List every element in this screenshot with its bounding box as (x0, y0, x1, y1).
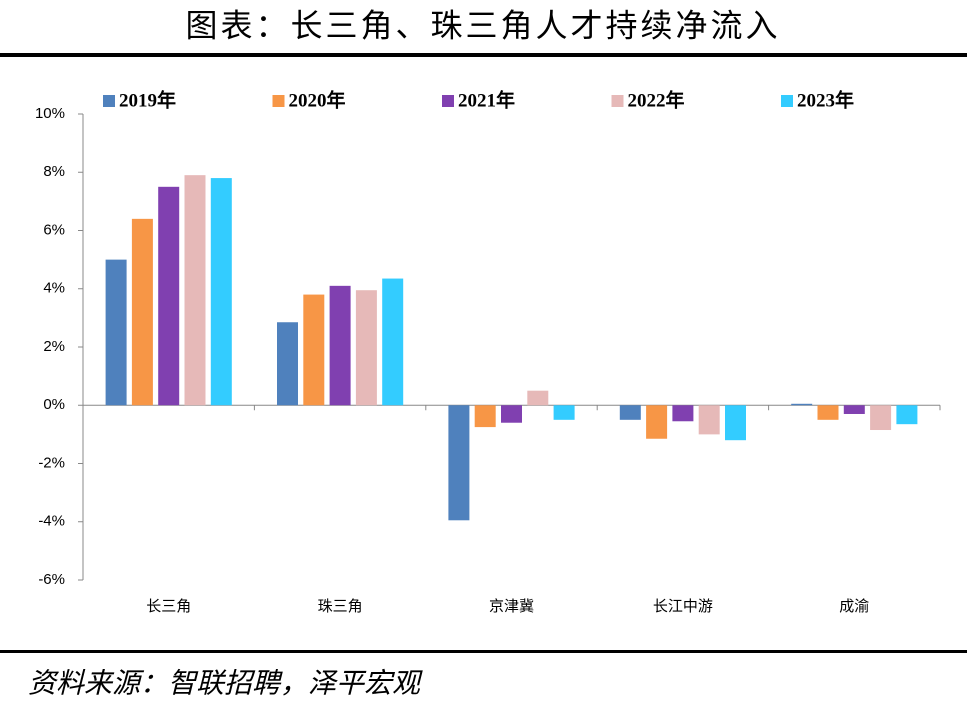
bar (131, 218, 153, 406)
y-tick-label: 2% (43, 338, 65, 355)
bar (474, 405, 496, 428)
bar (843, 405, 865, 414)
x-tick-label: 成渝 (839, 598, 869, 615)
bar (158, 186, 180, 406)
bar (355, 290, 377, 406)
bar (210, 178, 232, 406)
y-tick-label: 8% (43, 163, 65, 180)
bar (553, 405, 575, 420)
x-tick-label: 京津冀 (489, 598, 534, 615)
bar (448, 405, 470, 521)
y-tick-label: -6% (38, 571, 65, 588)
title-rule (0, 53, 967, 57)
chart-title: 图表：长三角、珠三角人才持续净流入 (185, 7, 780, 45)
bar (725, 405, 746, 441)
legend-swatch (442, 95, 454, 107)
legend-swatch (611, 95, 624, 107)
bar (277, 322, 298, 406)
legend-swatch (103, 95, 115, 107)
bar (382, 278, 404, 406)
source-note: 资料来源：智联招聘，泽平宏观 (28, 667, 423, 700)
y-tick-label: 10% (35, 105, 65, 122)
y-tick-label: 4% (43, 280, 65, 297)
legend-swatch (781, 95, 793, 107)
bar (672, 405, 694, 422)
legend-swatch (272, 95, 285, 107)
legend-label: 2019年 (119, 88, 176, 111)
legend-label: 2022年 (628, 88, 685, 111)
source-rule (0, 650, 967, 653)
bar (896, 405, 918, 425)
legend-label: 2020年 (289, 88, 346, 111)
bar (817, 405, 839, 420)
bar (527, 390, 549, 406)
y-tick-label: -4% (38, 513, 65, 530)
legend-label: 2021年 (458, 88, 515, 111)
legend-label: 2023年 (797, 88, 854, 111)
y-tick-label: 0% (43, 396, 65, 413)
bar (329, 285, 351, 406)
x-tick-label: 珠三角 (318, 598, 363, 615)
bar (619, 405, 641, 420)
bar (501, 405, 522, 423)
bar (184, 175, 206, 406)
bar (105, 259, 127, 406)
bar (870, 405, 892, 431)
y-tick-label: 6% (43, 221, 65, 238)
y-tick-label: -2% (38, 454, 65, 471)
x-tick-label: 长三角 (146, 598, 191, 615)
bar (303, 294, 325, 406)
bar (646, 405, 668, 439)
bar (791, 403, 813, 406)
x-tick-label: 长江中游 (653, 598, 713, 615)
bar (698, 405, 720, 435)
